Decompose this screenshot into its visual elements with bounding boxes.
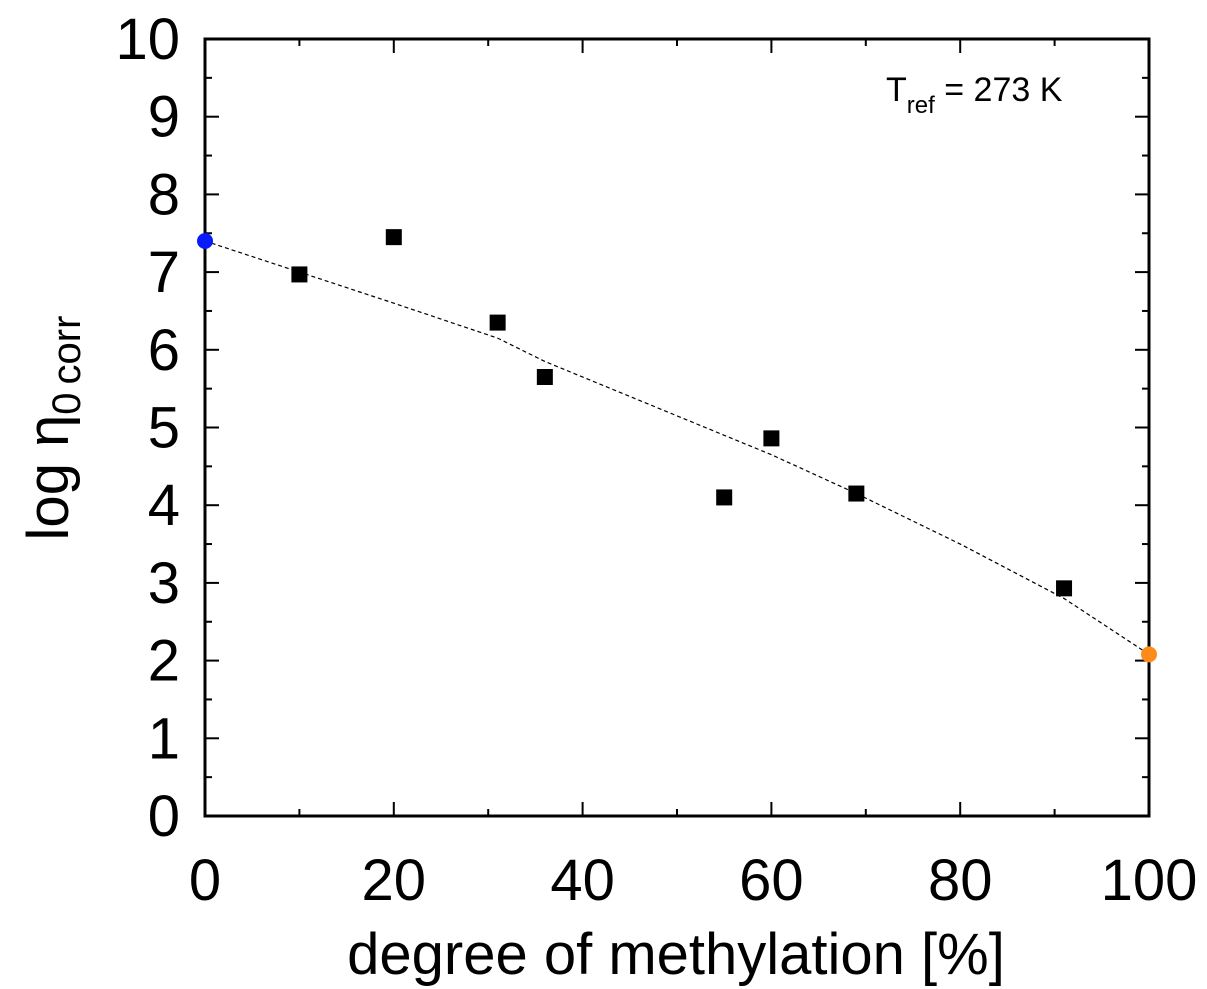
y-tick-label: 2 — [148, 629, 180, 694]
data-point-square — [716, 489, 733, 506]
data-point-square — [1056, 580, 1073, 597]
data-point-square — [291, 266, 308, 283]
y-tick-label: 0 — [148, 784, 180, 849]
y-tick-label: 5 — [148, 396, 180, 461]
data-point-square — [848, 485, 865, 502]
annotation-tref: Tref = 273 K — [886, 71, 1063, 119]
y-tick-label: 10 — [115, 7, 180, 72]
data-point-circle — [197, 233, 213, 250]
x-tick-label: 20 — [362, 848, 427, 913]
y-tick-label: 3 — [148, 551, 180, 616]
x-tick-label: 60 — [739, 848, 804, 913]
data-point-circle — [1141, 646, 1157, 663]
data-points — [197, 229, 1157, 663]
y-tick-label: 9 — [148, 85, 180, 150]
x-tick-label: 80 — [928, 848, 993, 913]
ticks — [204, 38, 1150, 817]
plot-frame — [203, 37, 1151, 818]
x-axis-label: degree of methylation [%] — [347, 922, 1005, 987]
data-point-square — [489, 314, 506, 331]
y-axis-label: log η0corr — [16, 316, 89, 541]
fit-line — [204, 240, 1150, 655]
data-point-square — [536, 368, 553, 385]
y-tick-label: 7 — [148, 240, 180, 305]
y-tick-label: 1 — [148, 706, 180, 771]
y-tick-label: 6 — [148, 318, 180, 383]
y-tick-label: 4 — [148, 473, 180, 538]
x-tick-label: 100 — [1101, 848, 1198, 913]
x-tick-label: 0 — [189, 848, 221, 913]
y-tick-label: 8 — [148, 162, 180, 227]
data-point-square — [385, 229, 402, 246]
tick-labels: 0 20 40 60 80 100 0 1 2 3 4 5 6 7 8 9 10 — [115, 7, 1197, 913]
x-tick-label: 40 — [550, 848, 615, 913]
data-point-square — [763, 430, 780, 447]
